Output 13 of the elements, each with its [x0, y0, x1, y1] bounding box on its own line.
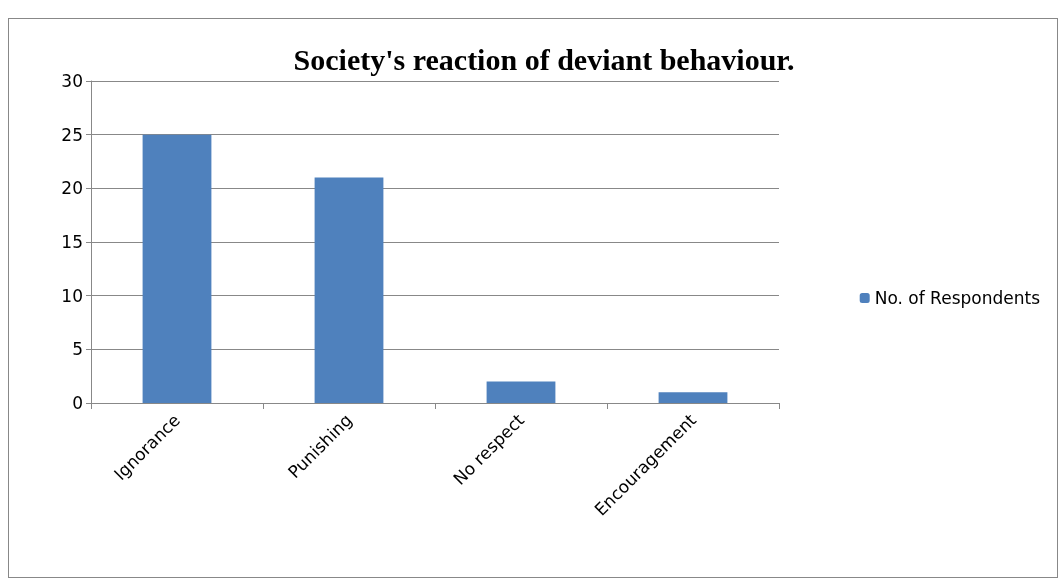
y-tick-label: 20 — [61, 178, 83, 199]
bar — [658, 392, 728, 403]
y-tick-label: 25 — [61, 124, 83, 145]
bar — [486, 381, 556, 403]
y-tick-label: 0 — [72, 393, 83, 413]
bar — [314, 177, 384, 403]
chart-title: Society's reaction of deviant behaviour. — [293, 42, 795, 76]
bar — [142, 134, 212, 403]
y-tick-label: 15 — [61, 232, 83, 252]
y-tick-label: 10 — [61, 285, 83, 306]
y-tick-label: 5 — [72, 339, 83, 360]
legend-label: No. of Respondents — [874, 288, 1041, 308]
y-tick-label: 30 — [61, 71, 83, 91]
